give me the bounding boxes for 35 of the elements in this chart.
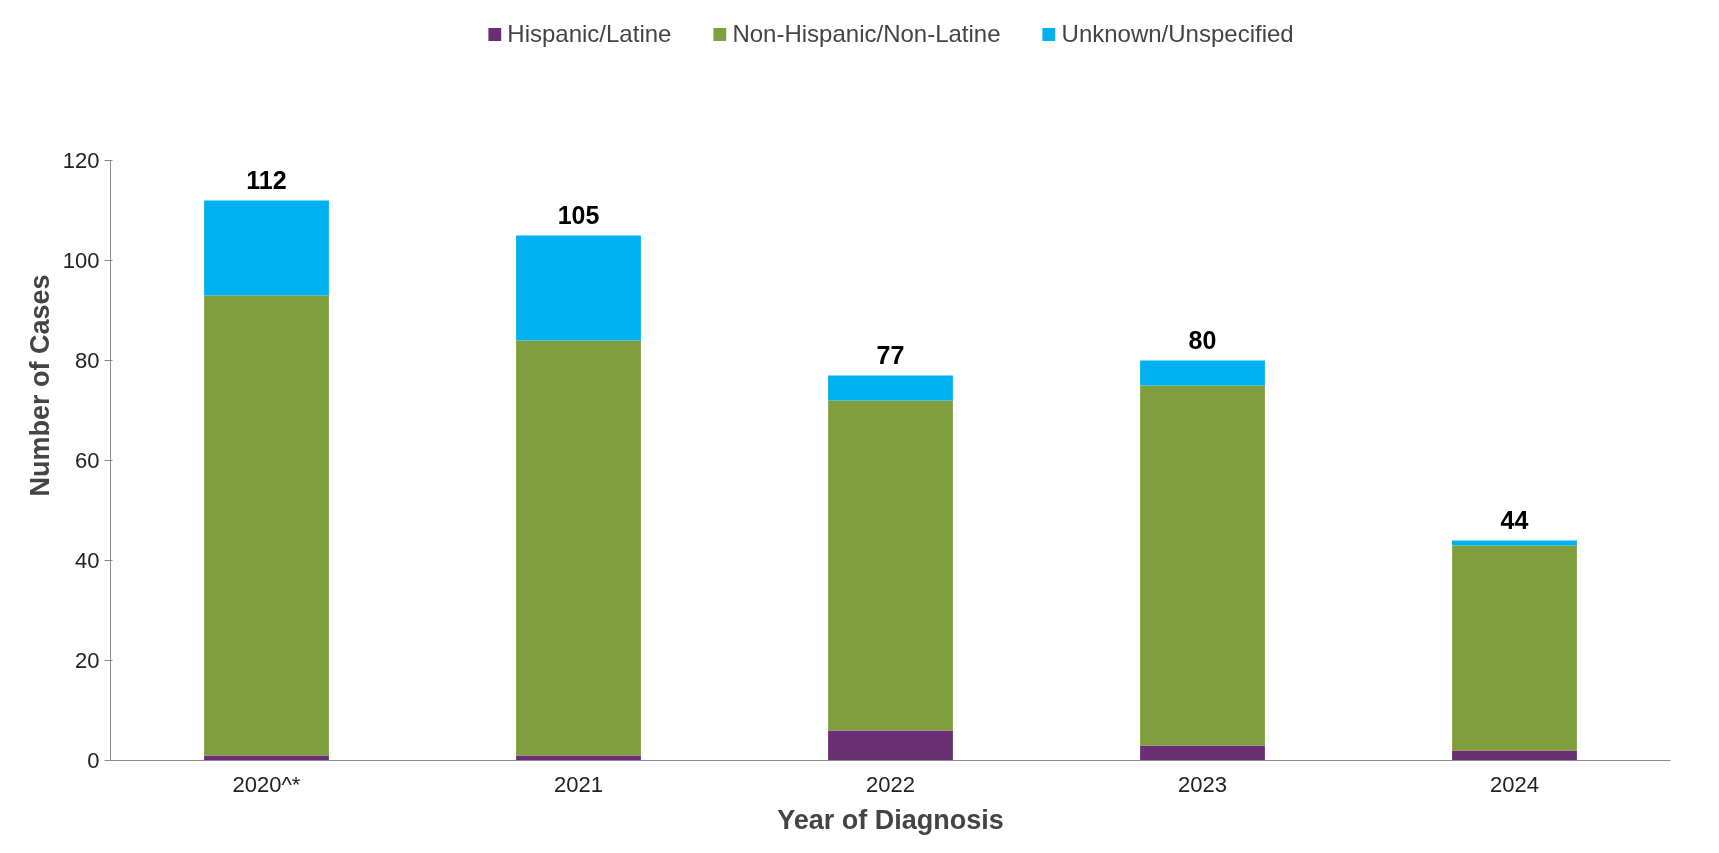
bar <box>516 340 641 756</box>
y-tick-label: 20 <box>75 648 100 673</box>
x-tick-label: 2023 <box>1178 771 1227 797</box>
total-label: 44 <box>1500 505 1529 534</box>
y-tick-label: 100 <box>62 248 100 273</box>
bar <box>1452 545 1577 751</box>
y-tick-label: 120 <box>62 148 100 173</box>
bar <box>1140 360 1265 386</box>
bar <box>516 235 641 341</box>
y-tick-label: 60 <box>75 448 100 473</box>
y-tick-label: 80 <box>75 348 100 373</box>
legend-label: Hispanic/Latine <box>507 20 672 48</box>
total-label: 105 <box>557 200 600 229</box>
bar <box>1452 750 1577 761</box>
y-tick-label: 40 <box>75 548 100 573</box>
y-axis-title: Number of Cases <box>24 274 55 497</box>
total-label: 112 <box>246 165 287 194</box>
legend-label: Unknown/Unspecified <box>1061 20 1294 48</box>
legend-label: Non-Hispanic/Non-Latine <box>732 20 1001 48</box>
y-tick-label: 0 <box>87 748 100 773</box>
bar <box>204 200 329 296</box>
bar <box>204 295 329 756</box>
bar <box>1140 745 1265 761</box>
total-label: 80 <box>1188 325 1217 354</box>
total-label: 77 <box>876 340 905 369</box>
bar <box>828 400 953 731</box>
bar <box>828 375 953 401</box>
x-axis-title: Year of Diagnosis <box>777 804 1004 835</box>
x-tick-label: 2021 <box>554 771 603 797</box>
bar <box>1452 540 1577 546</box>
bar <box>828 730 953 761</box>
x-tick-label: 2024 <box>1490 771 1539 797</box>
x-tick-label: 2020^* <box>232 771 301 797</box>
bar <box>1140 385 1265 746</box>
x-tick-label: 2022 <box>866 771 915 797</box>
